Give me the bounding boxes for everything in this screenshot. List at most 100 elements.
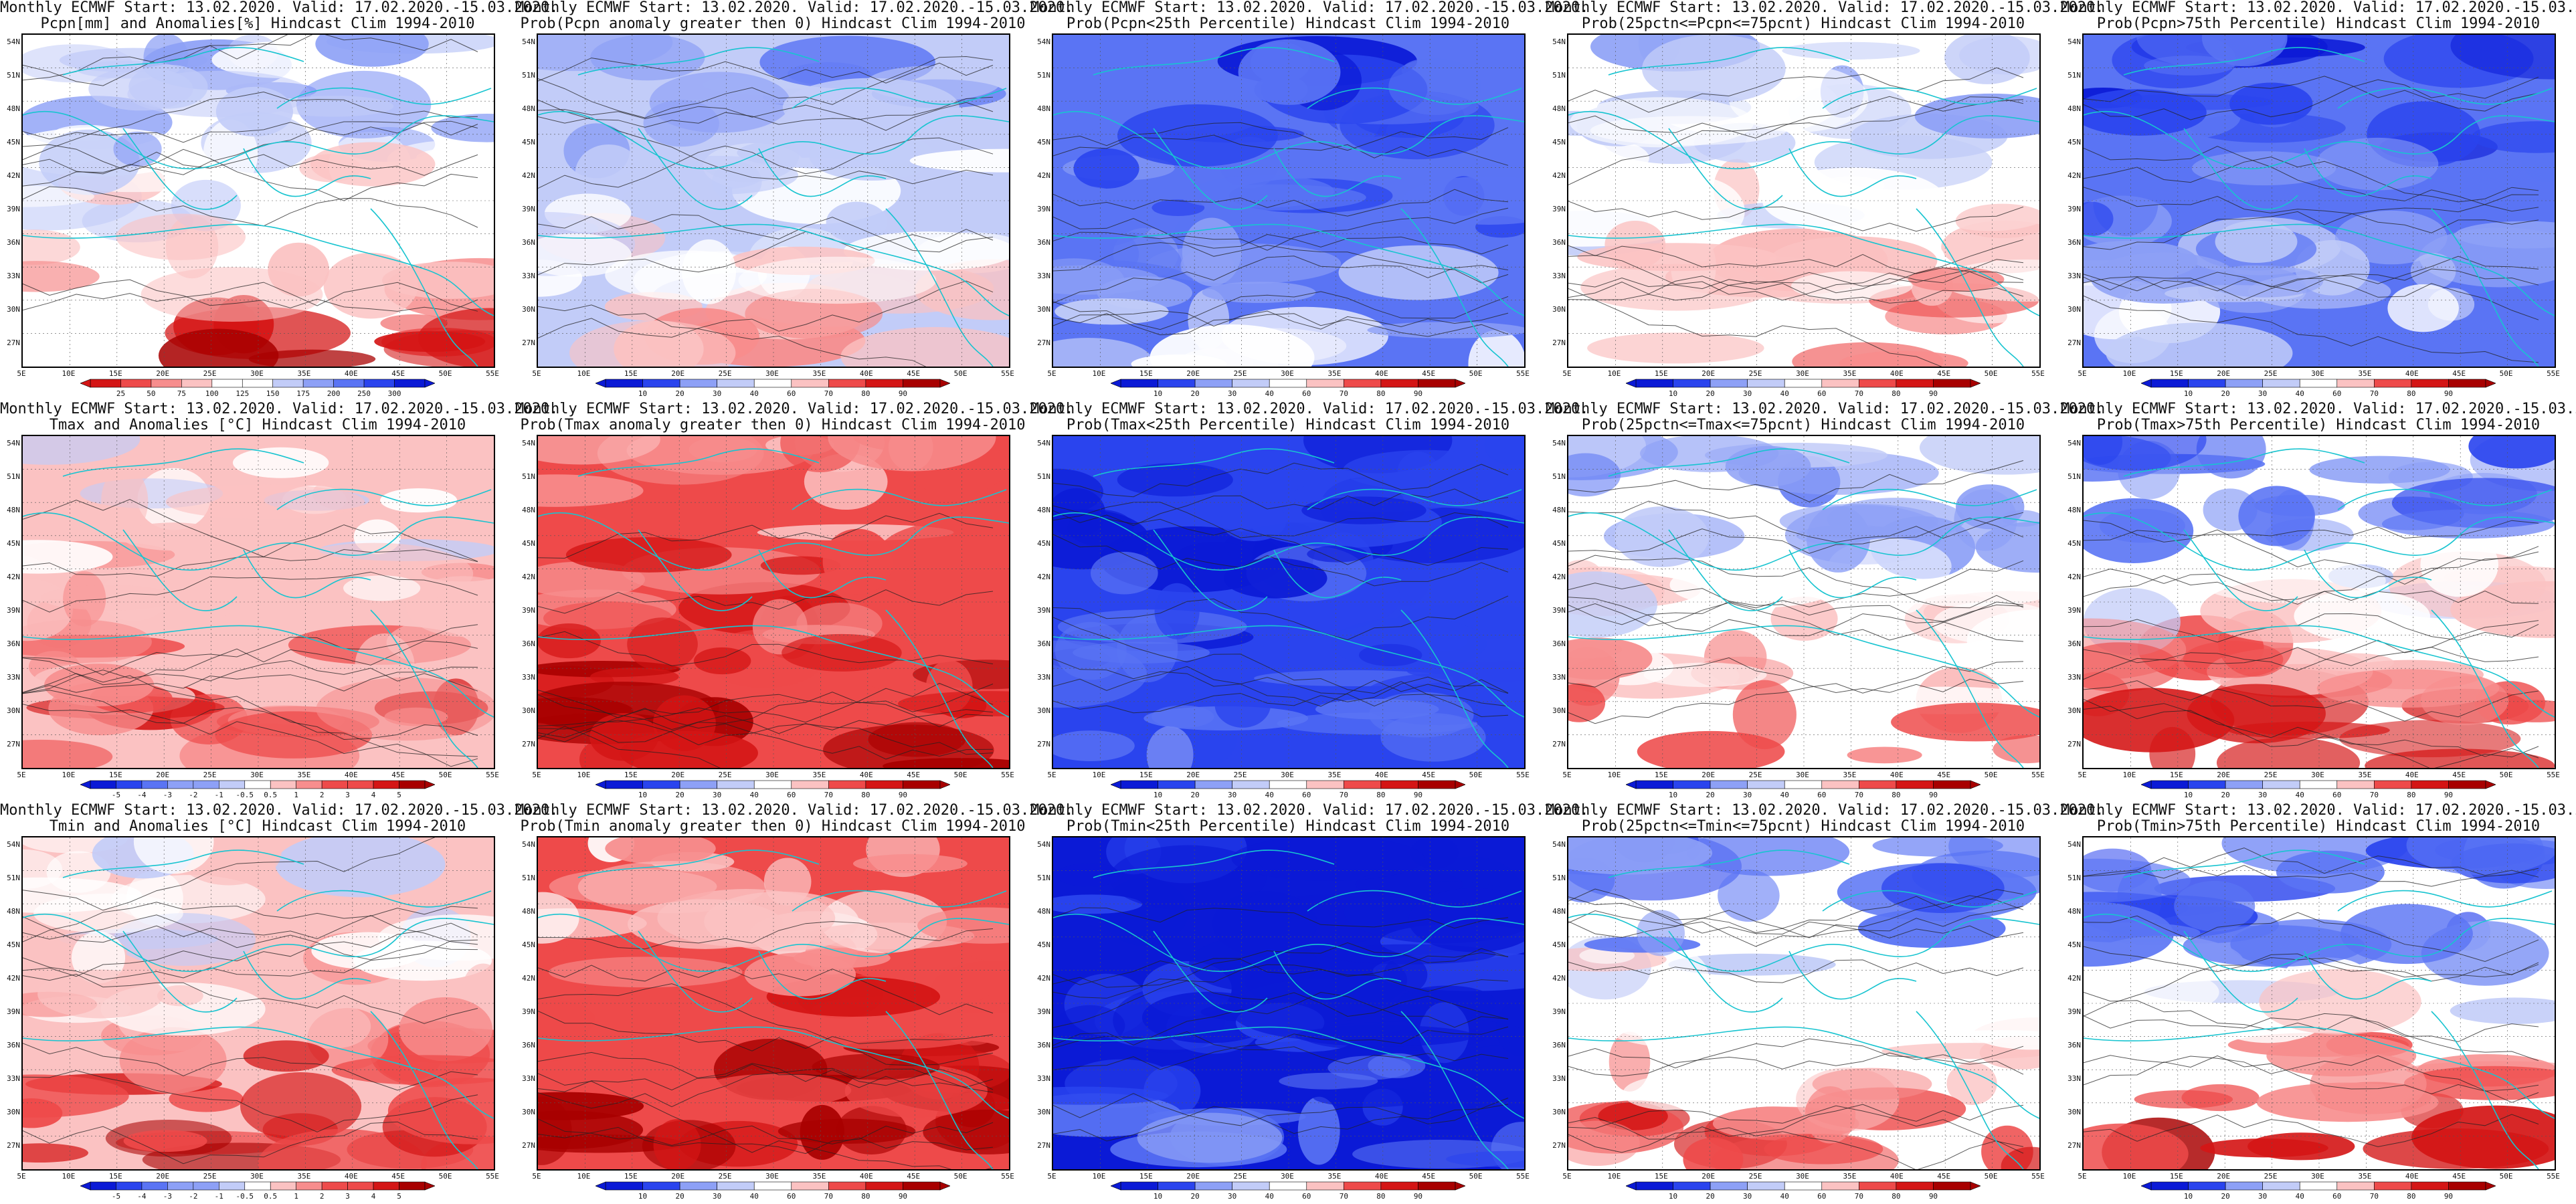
colorbar-tick-label: 100 (205, 389, 219, 398)
lat-label: 27N (1037, 740, 1050, 748)
map-field (1052, 836, 1526, 1171)
lon-label: 40E (2405, 771, 2419, 779)
colorbar-tick-label: 80 (861, 1192, 870, 1201)
colorbar-tick-label: 60 (1817, 389, 1827, 398)
colorbar-tick-label: 40 (1780, 1192, 1789, 1201)
colorbar-tick-label: 40 (1265, 1192, 1274, 1201)
lat-label: 51N (522, 874, 535, 882)
colorbar-tick-label: 80 (2407, 389, 2416, 398)
lat-label: 36N (522, 1041, 535, 1049)
colorbar-tick-label: 20 (1190, 1192, 1200, 1201)
lat-label: 42N (7, 171, 20, 180)
lon-label: 15E (108, 771, 122, 779)
colorbar-tick-label: 5 (397, 791, 401, 799)
colorbar-tick-label: 80 (861, 389, 870, 398)
colorbar-tick-label: -0.5 (236, 1192, 254, 1201)
lon-label: 55E (486, 1172, 499, 1181)
panel-title-line1: Monthly ECMWF Start: 13.02.2020. Valid: … (0, 0, 559, 16)
lat-label: 54N (2067, 37, 2081, 46)
map-field (2082, 836, 2556, 1171)
lon-label: 40E (859, 1172, 873, 1181)
map-field (1567, 33, 2041, 368)
lat-label: 27N (7, 740, 20, 748)
map-field (1567, 836, 2041, 1171)
lat-label: 45N (1037, 138, 1050, 146)
lat-label: 33N (522, 272, 535, 280)
lon-label: 50E (1984, 1172, 1998, 1181)
colorbar-tick-label: 10 (638, 1192, 648, 1201)
lat-label: 33N (1552, 673, 1566, 682)
lon-label: 25E (1233, 1172, 1247, 1181)
panel-title-line2: Tmin and Anomalies [°C] Hindcast Clim 19… (49, 818, 466, 835)
colorbar-tick-label: 70 (2369, 791, 2379, 799)
colorbar-tick-label: 90 (1413, 791, 1423, 799)
lon-label: 50E (2499, 1172, 2513, 1181)
lon-label: 30E (2311, 771, 2324, 779)
colorbar-tick-label: 30 (1228, 1192, 1237, 1201)
lat-label: 51N (1037, 472, 1050, 481)
lat-label: 27N (2067, 740, 2081, 748)
lat-label: 54N (1552, 37, 1566, 46)
lon-label: 40E (859, 369, 873, 378)
colorbar-tick-label: 60 (787, 389, 796, 398)
colorbar-tick-label: 20 (2221, 791, 2230, 799)
lon-label: 55E (2031, 369, 2045, 378)
lon-label: 15E (1654, 771, 1668, 779)
panel-title-line1: Monthly ECMWF Start: 13.02.2020. Valid: … (515, 0, 1074, 16)
lat-label: 48N (522, 506, 535, 514)
colorbar-tick-label: 60 (1817, 1192, 1827, 1201)
panel-title-line2: Prob(Pcpn anomaly greater then 0) Hindca… (520, 15, 1026, 32)
map-field (1052, 33, 1526, 368)
panel-title-line1: Monthly ECMWF Start: 13.02.2020. Valid: … (0, 401, 559, 417)
colorbar-tick-label: 25 (116, 389, 126, 398)
lon-label: 35E (1843, 1172, 1857, 1181)
map-panel-pcpn-prob-lt25: Monthly ECMWF Start: 13.02.2020. Valid: … (1030, 0, 1588, 401)
lat-label: 39N (7, 205, 20, 213)
colorbar-tick-label: 30 (1743, 791, 1752, 799)
lon-label: 15E (108, 369, 122, 378)
colorbar-tick-label: 80 (2407, 1192, 2416, 1201)
lon-label: 20E (671, 1172, 685, 1181)
colorbar-tick-label: 80 (1376, 1192, 1386, 1201)
lon-label: 10E (577, 1172, 591, 1181)
lon-label: 5E (2078, 1172, 2087, 1181)
lon-label: 35E (1327, 369, 1342, 378)
lon-label: 45E (2452, 369, 2466, 378)
colorbar-tick-label: 30 (2258, 791, 2268, 799)
lon-label: 30E (765, 771, 779, 779)
lon-label: 45E (391, 369, 405, 378)
lon-label: 20E (2217, 369, 2231, 378)
lat-label: 39N (1552, 205, 1566, 213)
lat-label: 48N (7, 104, 20, 113)
lat-label: 36N (2067, 238, 2081, 247)
lat-label: 48N (1552, 104, 1566, 113)
lat-label: 39N (7, 606, 20, 615)
lat-label: 51N (1037, 874, 1050, 882)
colorbar (80, 780, 435, 789)
lon-label: 10E (62, 771, 76, 779)
lat-label: 45N (7, 138, 20, 146)
colorbar-tick-label: 4 (371, 791, 376, 799)
lon-label: 30E (1796, 771, 1809, 779)
colorbar-tick-label: 40 (1265, 791, 1274, 799)
lat-label: 45N (1037, 940, 1050, 949)
lat-label: 42N (1552, 573, 1566, 581)
colorbar-tick-label: 20 (675, 791, 684, 799)
lat-label: 30N (522, 1108, 535, 1116)
lon-label: 35E (297, 369, 311, 378)
lon-label: 35E (1843, 771, 1857, 779)
colorbar-tick-label: 70 (1854, 389, 1863, 398)
lat-label: 33N (2067, 673, 2081, 682)
lon-label: 50E (438, 1172, 452, 1181)
map-panel-tmin-prob-mid: Monthly ECMWF Start: 13.02.2020. Valid: … (1546, 803, 2104, 1204)
colorbar-tick-label: 300 (387, 389, 401, 398)
lon-label: 35E (812, 1172, 826, 1181)
colorbar-tick-label: 60 (2332, 791, 2342, 799)
lat-label: 30N (2067, 305, 2081, 314)
colorbar-tick-label: 60 (2332, 1192, 2342, 1201)
lat-label: 42N (1037, 974, 1050, 983)
panel-title-line2: Prob(Tmin<25th Percentile) Hindcast Clim… (1066, 818, 1510, 835)
colorbar-tick-label: 40 (2295, 389, 2304, 398)
lat-label: 48N (1552, 506, 1566, 514)
lat-label: 51N (522, 71, 535, 80)
